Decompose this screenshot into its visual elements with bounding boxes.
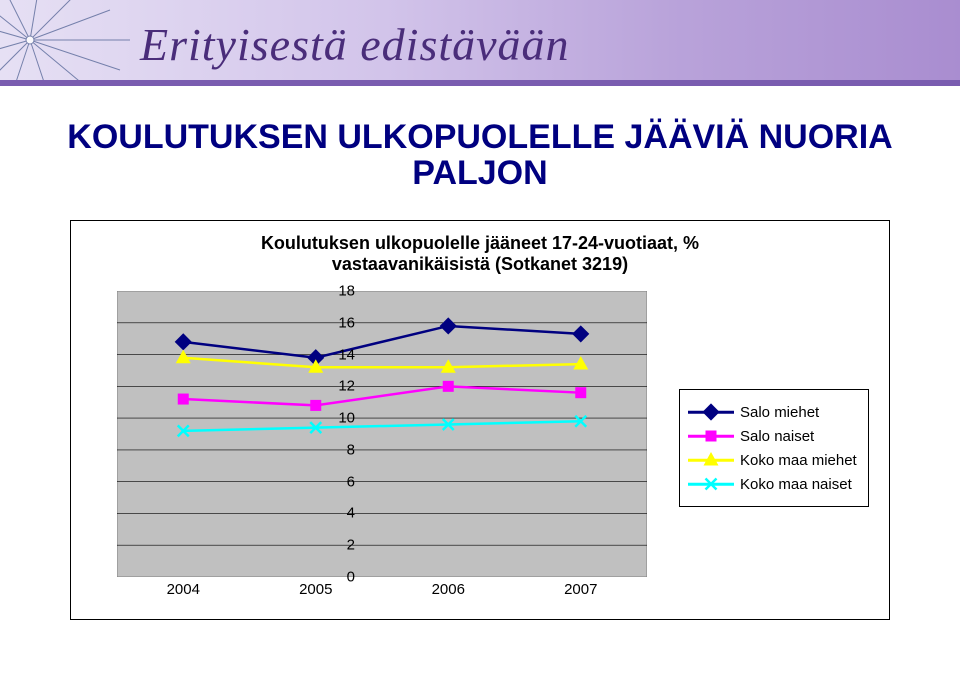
chart-legend: Salo miehet Salo naiset Koko maa miehet Kok… <box>679 389 869 507</box>
legend-item: Salo naiset <box>688 424 860 448</box>
legend-marker <box>688 426 734 446</box>
x-tick-label: 2005 <box>286 581 346 598</box>
legend-label: Salo miehet <box>740 404 819 421</box>
y-tick-label: 12 <box>315 378 355 395</box>
legend-marker <box>688 402 734 422</box>
legend-item: Koko maa miehet <box>688 448 860 472</box>
y-tick-label: 8 <box>315 441 355 458</box>
legend-item: Salo miehet <box>688 400 860 424</box>
x-tick-label: 2004 <box>153 581 213 598</box>
banner-script-title: Erityisestä edistävään <box>140 18 570 71</box>
legend-item: Koko maa naiset <box>688 472 860 496</box>
y-tick-label: 6 <box>315 473 355 490</box>
y-tick-label: 16 <box>315 314 355 331</box>
star-burst-decoration <box>0 0 150 86</box>
y-tick-label: 18 <box>315 283 355 300</box>
legend-marker <box>688 450 734 470</box>
plot-area <box>117 291 647 577</box>
header-banner: Erityisestä edistävään <box>0 0 960 86</box>
chart-container: Koulutuksen ulkopuolelle jääneet 17-24-v… <box>70 220 890 620</box>
chart-title: Koulutuksen ulkopuolelle jääneet 17-24-v… <box>71 233 889 275</box>
legend-label: Koko maa naiset <box>740 476 852 493</box>
y-tick-label: 4 <box>315 505 355 522</box>
x-tick-label: 2006 <box>418 581 478 598</box>
legend-label: Koko maa miehet <box>740 452 857 469</box>
y-tick-label: 2 <box>315 537 355 554</box>
page-title: KOULUTUKSEN ULKOPUOLELLE JÄÄVIÄ NUORIA P… <box>0 120 960 191</box>
legend-marker <box>688 474 734 494</box>
y-tick-label: 10 <box>315 410 355 427</box>
y-tick-label: 14 <box>315 346 355 363</box>
line-chart-svg <box>117 291 647 577</box>
legend-label: Salo naiset <box>740 428 814 445</box>
x-tick-label: 2007 <box>551 581 611 598</box>
